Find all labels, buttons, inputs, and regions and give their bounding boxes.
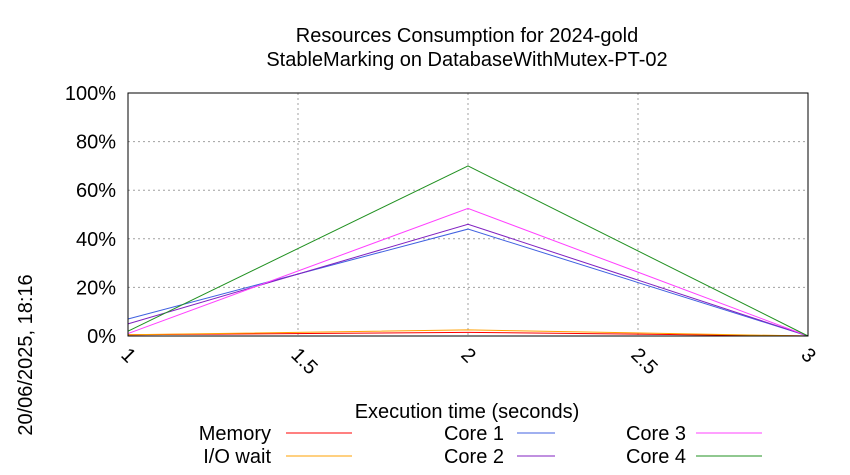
series-line-core-4 xyxy=(127,165,809,337)
series-line-core-1 xyxy=(127,228,809,337)
legend-label: Memory xyxy=(199,423,271,445)
y-tick-label: 100% xyxy=(65,83,116,105)
grid xyxy=(128,93,808,336)
legend-label: Core 4 xyxy=(626,446,686,468)
y-tick-label: 60% xyxy=(76,180,116,202)
x-tick-label: 1.5 xyxy=(286,344,321,379)
y-tick-label: 20% xyxy=(76,277,116,299)
x-tick-label: 2.5 xyxy=(626,344,661,379)
series-line-memory xyxy=(127,331,809,337)
timestamp-label: 20/06/2025, 18:16 xyxy=(15,274,37,435)
chart-subtitle: StableMarking on DatabaseWithMutex-PT-02 xyxy=(266,49,667,71)
x-tick-label: 2 xyxy=(456,344,479,367)
legend-label: I/O wait xyxy=(203,446,271,468)
x-tick-label: 1 xyxy=(116,344,139,367)
legend-label: Core 1 xyxy=(444,423,504,445)
y-tick-label: 0% xyxy=(87,326,116,348)
y-tick-label: 80% xyxy=(76,132,116,154)
plot-frame xyxy=(127,92,809,337)
series-line-core-3 xyxy=(127,207,809,337)
legend-label: Core 2 xyxy=(444,446,504,468)
y-tick-label: 40% xyxy=(76,229,116,251)
legend-label: Core 3 xyxy=(626,423,686,445)
x-axis: 1 1.5 2 2.5 3 xyxy=(116,344,819,379)
y-axis: 0% 20% 40% 60% 80% 100% xyxy=(65,83,116,348)
chart-title: Resources Consumption for 2024-gold xyxy=(296,25,638,47)
series-line-i-o-wait xyxy=(127,329,809,337)
x-tick-label: 3 xyxy=(796,344,819,367)
series-line-core-2 xyxy=(127,223,809,337)
series-lines xyxy=(127,165,809,337)
x-axis-label: Execution time (seconds) xyxy=(355,401,580,423)
